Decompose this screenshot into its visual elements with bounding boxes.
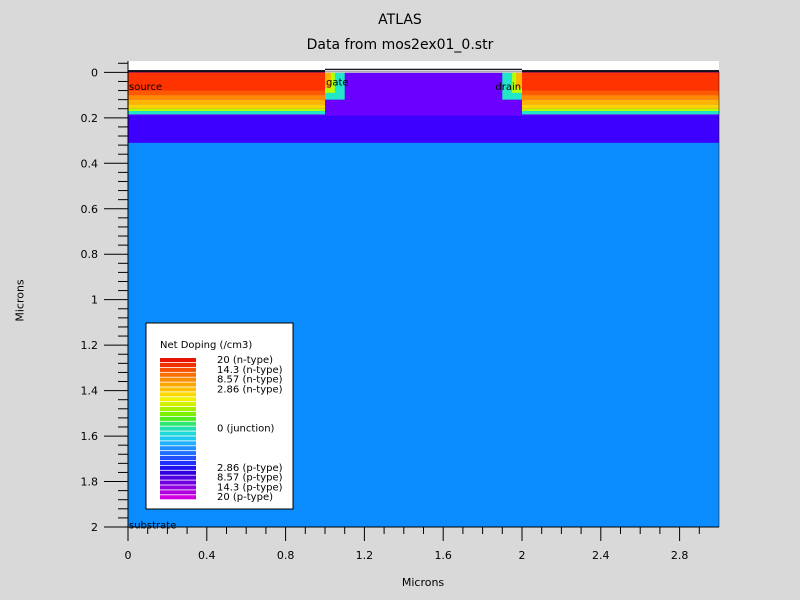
y-tick-label: 1.4: [81, 385, 99, 398]
legend-swatch: [160, 460, 196, 465]
annotation-gate: gate: [326, 77, 349, 88]
x-tick-label: 1.6: [434, 549, 452, 562]
legend-swatch: [160, 456, 196, 461]
drain-doping-band-0: [522, 72, 719, 91]
legend-swatch: [160, 485, 196, 490]
legend-label: 14.3 (n-type): [217, 365, 283, 376]
y-tick-label: 0.8: [81, 248, 99, 261]
y-tick-label: 0.2: [81, 112, 99, 125]
source-lateral-inner: [325, 72, 331, 89]
legend-swatch: [160, 441, 196, 446]
annotation-drain: drain: [495, 82, 521, 93]
annotation-substrate: substrate: [129, 521, 176, 532]
drain-doping-band-4: [522, 104, 719, 109]
x-tick-label: 1.2: [356, 549, 374, 562]
legend-label: 14.3 (p-type): [217, 482, 283, 493]
y-tick-label: 0.6: [81, 203, 99, 216]
legend-label: 0 (junction): [217, 424, 275, 435]
legend-swatch: [160, 495, 196, 500]
legend-swatch: [160, 402, 196, 407]
source-doping-band-5: [128, 108, 325, 112]
legend-swatch: [160, 465, 196, 470]
legend-swatch: [160, 377, 196, 382]
y-tick-label: 1.2: [81, 339, 99, 352]
x-tick-label: 2.8: [671, 549, 689, 562]
drain-doping-band-1: [522, 90, 719, 96]
legend-label: 2.86 (n-type): [217, 384, 283, 395]
legend-swatch: [160, 411, 196, 416]
contact-1: [325, 68, 522, 71]
legend-swatch: [160, 451, 196, 456]
legend-swatch: [160, 490, 196, 495]
legend-swatch: [160, 382, 196, 387]
legend-title: Net Doping (/cm3): [160, 340, 252, 351]
chart-title: ATLAS: [378, 12, 422, 28]
legend-swatch: [160, 367, 196, 372]
y-tick-label: 1.6: [81, 430, 99, 443]
source-doping-band-1: [128, 90, 325, 96]
chart-subtitle: Data from mos2ex01_0.str: [306, 37, 494, 53]
gate-oxide: [325, 70, 522, 73]
legend-swatch: [160, 392, 196, 397]
legend-swatch: [160, 436, 196, 441]
legend-label: 8.57 (p-type): [217, 473, 283, 484]
y-tick-label: 0: [91, 66, 98, 79]
drain-doping-band-5: [522, 108, 719, 112]
source-doping-band-2: [128, 95, 325, 100]
drain-doping-band-6: [522, 111, 719, 115]
legend-swatch: [160, 431, 196, 436]
y-tick-label: 0.4: [81, 157, 99, 170]
x-tick-label: 2.4: [592, 549, 610, 562]
source-doping-band-3: [128, 99, 325, 105]
drain-lateral-inner: [516, 72, 522, 89]
legend-swatch: [160, 416, 196, 421]
legend-swatch: [160, 446, 196, 451]
x-tick-label: 2: [519, 549, 526, 562]
y-tick-label: 1.8: [81, 476, 99, 489]
legend-swatch: [160, 421, 196, 426]
legend-label: 2.86 (p-type): [217, 463, 283, 474]
legend-label: 8.57 (n-type): [217, 375, 283, 386]
source-doping-band-0: [128, 72, 325, 91]
legend-swatch: [160, 387, 196, 392]
legend-swatch: [160, 480, 196, 485]
legend-swatch: [160, 358, 196, 363]
x-tick-label: 0.8: [277, 549, 295, 562]
legend-swatch: [160, 407, 196, 412]
x-axis-label: Microns: [401, 576, 445, 589]
legend-label: 20 (n-type): [217, 355, 273, 366]
legend-swatch: [160, 426, 196, 431]
contact-2: [522, 70, 719, 72]
y-tick-label: 2: [91, 521, 98, 534]
contact-0: [128, 70, 325, 72]
annotation-source: source: [129, 82, 162, 93]
drain-doping-band-3: [522, 99, 719, 105]
source-doping-band-4: [128, 104, 325, 109]
drain-doping-band-2: [522, 95, 719, 100]
legend-label: 20 (p-type): [217, 492, 273, 503]
legend-swatch: [160, 372, 196, 377]
legend-swatch: [160, 397, 196, 402]
source-doping-band-6: [128, 111, 325, 115]
legend-swatch: [160, 475, 196, 480]
legend-swatch: [160, 470, 196, 475]
x-tick-label: 0: [125, 549, 132, 562]
y-tick-label: 1: [91, 294, 98, 307]
x-tick-label: 0.4: [198, 549, 216, 562]
legend-swatch: [160, 362, 196, 367]
